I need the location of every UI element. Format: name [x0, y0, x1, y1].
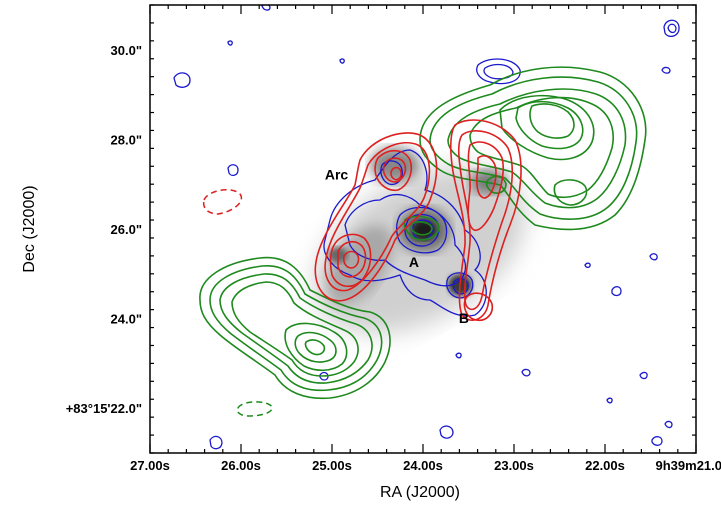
x-tick-labels: 27.00s 26.00s 25.00s 24.00s 23.00s 22.00s 9h39… — [130, 458, 721, 473]
x-tick-label: 22.00s — [585, 458, 625, 473]
annotation-b: B — [459, 310, 469, 326]
annotation-a: A — [409, 254, 419, 270]
y-tick-labels: 30.0" 28.0" 26.0" 24.0" +83°15'22.0" — [66, 43, 142, 416]
annotations: Arc A B — [325, 167, 469, 326]
y-tick-label: 26.0" — [111, 222, 142, 237]
green-contours-lower — [199, 215, 440, 400]
y-tick-label: 30.0" — [111, 43, 142, 58]
green-dashed-contour — [236, 401, 273, 417]
x-axis-title: RA (J2000) — [380, 484, 460, 501]
y-axis-title: Dec (J2000) — [21, 185, 38, 272]
x-tick-label: 9h39m21.00s — [656, 458, 721, 473]
x-tick-label: 27.00s — [130, 458, 170, 473]
y-tick-label: +83°15'22.0" — [66, 401, 142, 416]
y-tick-label: 24.0" — [111, 312, 142, 327]
x-tick-label: 24.00s — [403, 458, 443, 473]
x-tick-label: 25.00s — [312, 458, 352, 473]
red-contours — [314, 119, 522, 322]
annotation-arc: Arc — [325, 167, 349, 183]
ticks — [149, 4, 697, 454]
x-tick-label: 23.00s — [494, 458, 534, 473]
x-tick-label: 26.00s — [221, 458, 261, 473]
red-dashed-contour — [202, 188, 243, 215]
y-tick-label: 28.0" — [111, 132, 142, 147]
